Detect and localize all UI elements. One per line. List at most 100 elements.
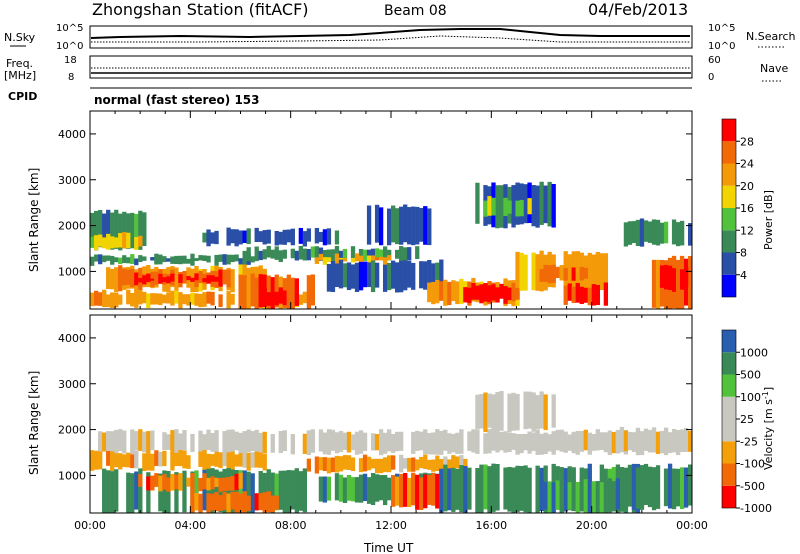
velocity-cell: [318, 457, 324, 471]
velocity-cell: [158, 451, 163, 467]
power-cell: [531, 252, 536, 291]
power-cell: [503, 286, 508, 304]
power-cell: [362, 249, 368, 261]
velocity-cell: [134, 431, 139, 451]
power-cell: [90, 256, 95, 266]
power-cell: [459, 278, 464, 304]
power-cell: [118, 257, 123, 265]
velocity-cell: [435, 429, 440, 455]
velocity-cell: [382, 432, 388, 454]
velocity-cell: [362, 454, 368, 472]
power-cell: [126, 257, 131, 264]
velocity-cell: [154, 450, 159, 466]
power-cell: [106, 209, 111, 247]
power-cell: [354, 253, 360, 262]
velocity-cell: [258, 493, 263, 511]
velocity-cell: [162, 432, 167, 451]
velocity-cell: [447, 468, 452, 511]
power-cell: [519, 199, 524, 217]
power-cell: [551, 183, 556, 228]
velocity-cell: [230, 491, 235, 510]
power-cell: [298, 294, 303, 305]
velocity-cell: [162, 450, 167, 467]
velocity-cell: [230, 469, 235, 513]
power-cell: [238, 258, 243, 266]
power-cell: [94, 210, 99, 251]
velocity-cell: [491, 394, 496, 431]
power-cell: [138, 278, 143, 283]
velocity-cell: [202, 434, 207, 455]
velocity-cell: [543, 481, 548, 510]
power-cell: [427, 208, 432, 246]
power-cell: [306, 228, 312, 242]
power-cell: [583, 287, 588, 303]
velocity-cell: [679, 429, 685, 452]
power-cell: [547, 181, 552, 227]
power-cell: [411, 262, 416, 290]
velocity-cell: [519, 466, 524, 511]
velocity-cell: [519, 434, 524, 454]
nsky-tick-top: 10^5: [56, 23, 83, 34]
velocity-cell: [214, 477, 219, 487]
velocity-cell: [467, 467, 472, 510]
velocity-cell: [254, 429, 259, 454]
power-cell: [591, 284, 596, 306]
velocity-cell: [439, 430, 444, 455]
power-cell: [138, 289, 143, 305]
power-cell: [98, 292, 103, 306]
power-cell: [583, 267, 588, 279]
power-cell: [182, 255, 187, 264]
station-title: Zhongshan Station (fitACF): [92, 0, 309, 19]
power-cell: [170, 256, 175, 264]
power-cell: [110, 212, 115, 250]
power-cell: [575, 283, 580, 303]
velocity-cell: [202, 469, 207, 511]
velocity-colorbar-tick-label: -500: [740, 480, 765, 493]
power-cell: [302, 231, 308, 247]
velocity-cell: [130, 429, 135, 455]
velocity-colorbar-tick-label: -25: [740, 435, 758, 448]
velocity-cell: [190, 434, 195, 452]
nave-tick-top: 60: [708, 55, 721, 66]
velocity-cell: [350, 434, 356, 451]
power-cell: [407, 260, 412, 288]
power-cell: [342, 263, 348, 288]
velocity-cell: [667, 432, 673, 453]
velocity-cell: [174, 429, 179, 455]
velocity-cell: [535, 395, 540, 430]
power-cell: [431, 263, 436, 289]
power-cell: [487, 196, 492, 216]
velocity-colorbar-segment: [722, 485, 736, 508]
power-cell: [439, 281, 444, 301]
velocity-cell: [330, 429, 336, 451]
velocity-cell: [627, 431, 633, 451]
velocity-cell: [559, 429, 564, 452]
velocity-cell: [338, 474, 344, 502]
velocity-cell: [399, 431, 404, 451]
power-cell: [519, 252, 524, 291]
power-cell: [274, 274, 279, 308]
velocity-cell: [358, 458, 364, 473]
power-cell: [258, 274, 263, 308]
velocity-colorbar-segment: [722, 441, 736, 464]
power-cell: [266, 229, 271, 244]
velocity-cell: [226, 477, 231, 491]
velocity-cell: [274, 495, 279, 510]
power-cell: [378, 207, 384, 246]
power-cell: [326, 257, 332, 262]
power-cell: [262, 230, 267, 245]
power-cell: [142, 291, 147, 304]
velocity-cell: [399, 473, 404, 508]
velocity-cell: [98, 431, 103, 455]
velocity-cell: [334, 432, 340, 454]
velocity-cell: [459, 455, 464, 473]
power-cell: [366, 262, 372, 288]
power-cell: [98, 234, 103, 247]
power-cell: [130, 268, 135, 288]
velocity-cell: [198, 451, 203, 467]
power-cell: [659, 265, 665, 288]
power-cell: [563, 267, 568, 281]
velocity-cell: [346, 474, 352, 501]
velocity-cell: [326, 457, 332, 474]
